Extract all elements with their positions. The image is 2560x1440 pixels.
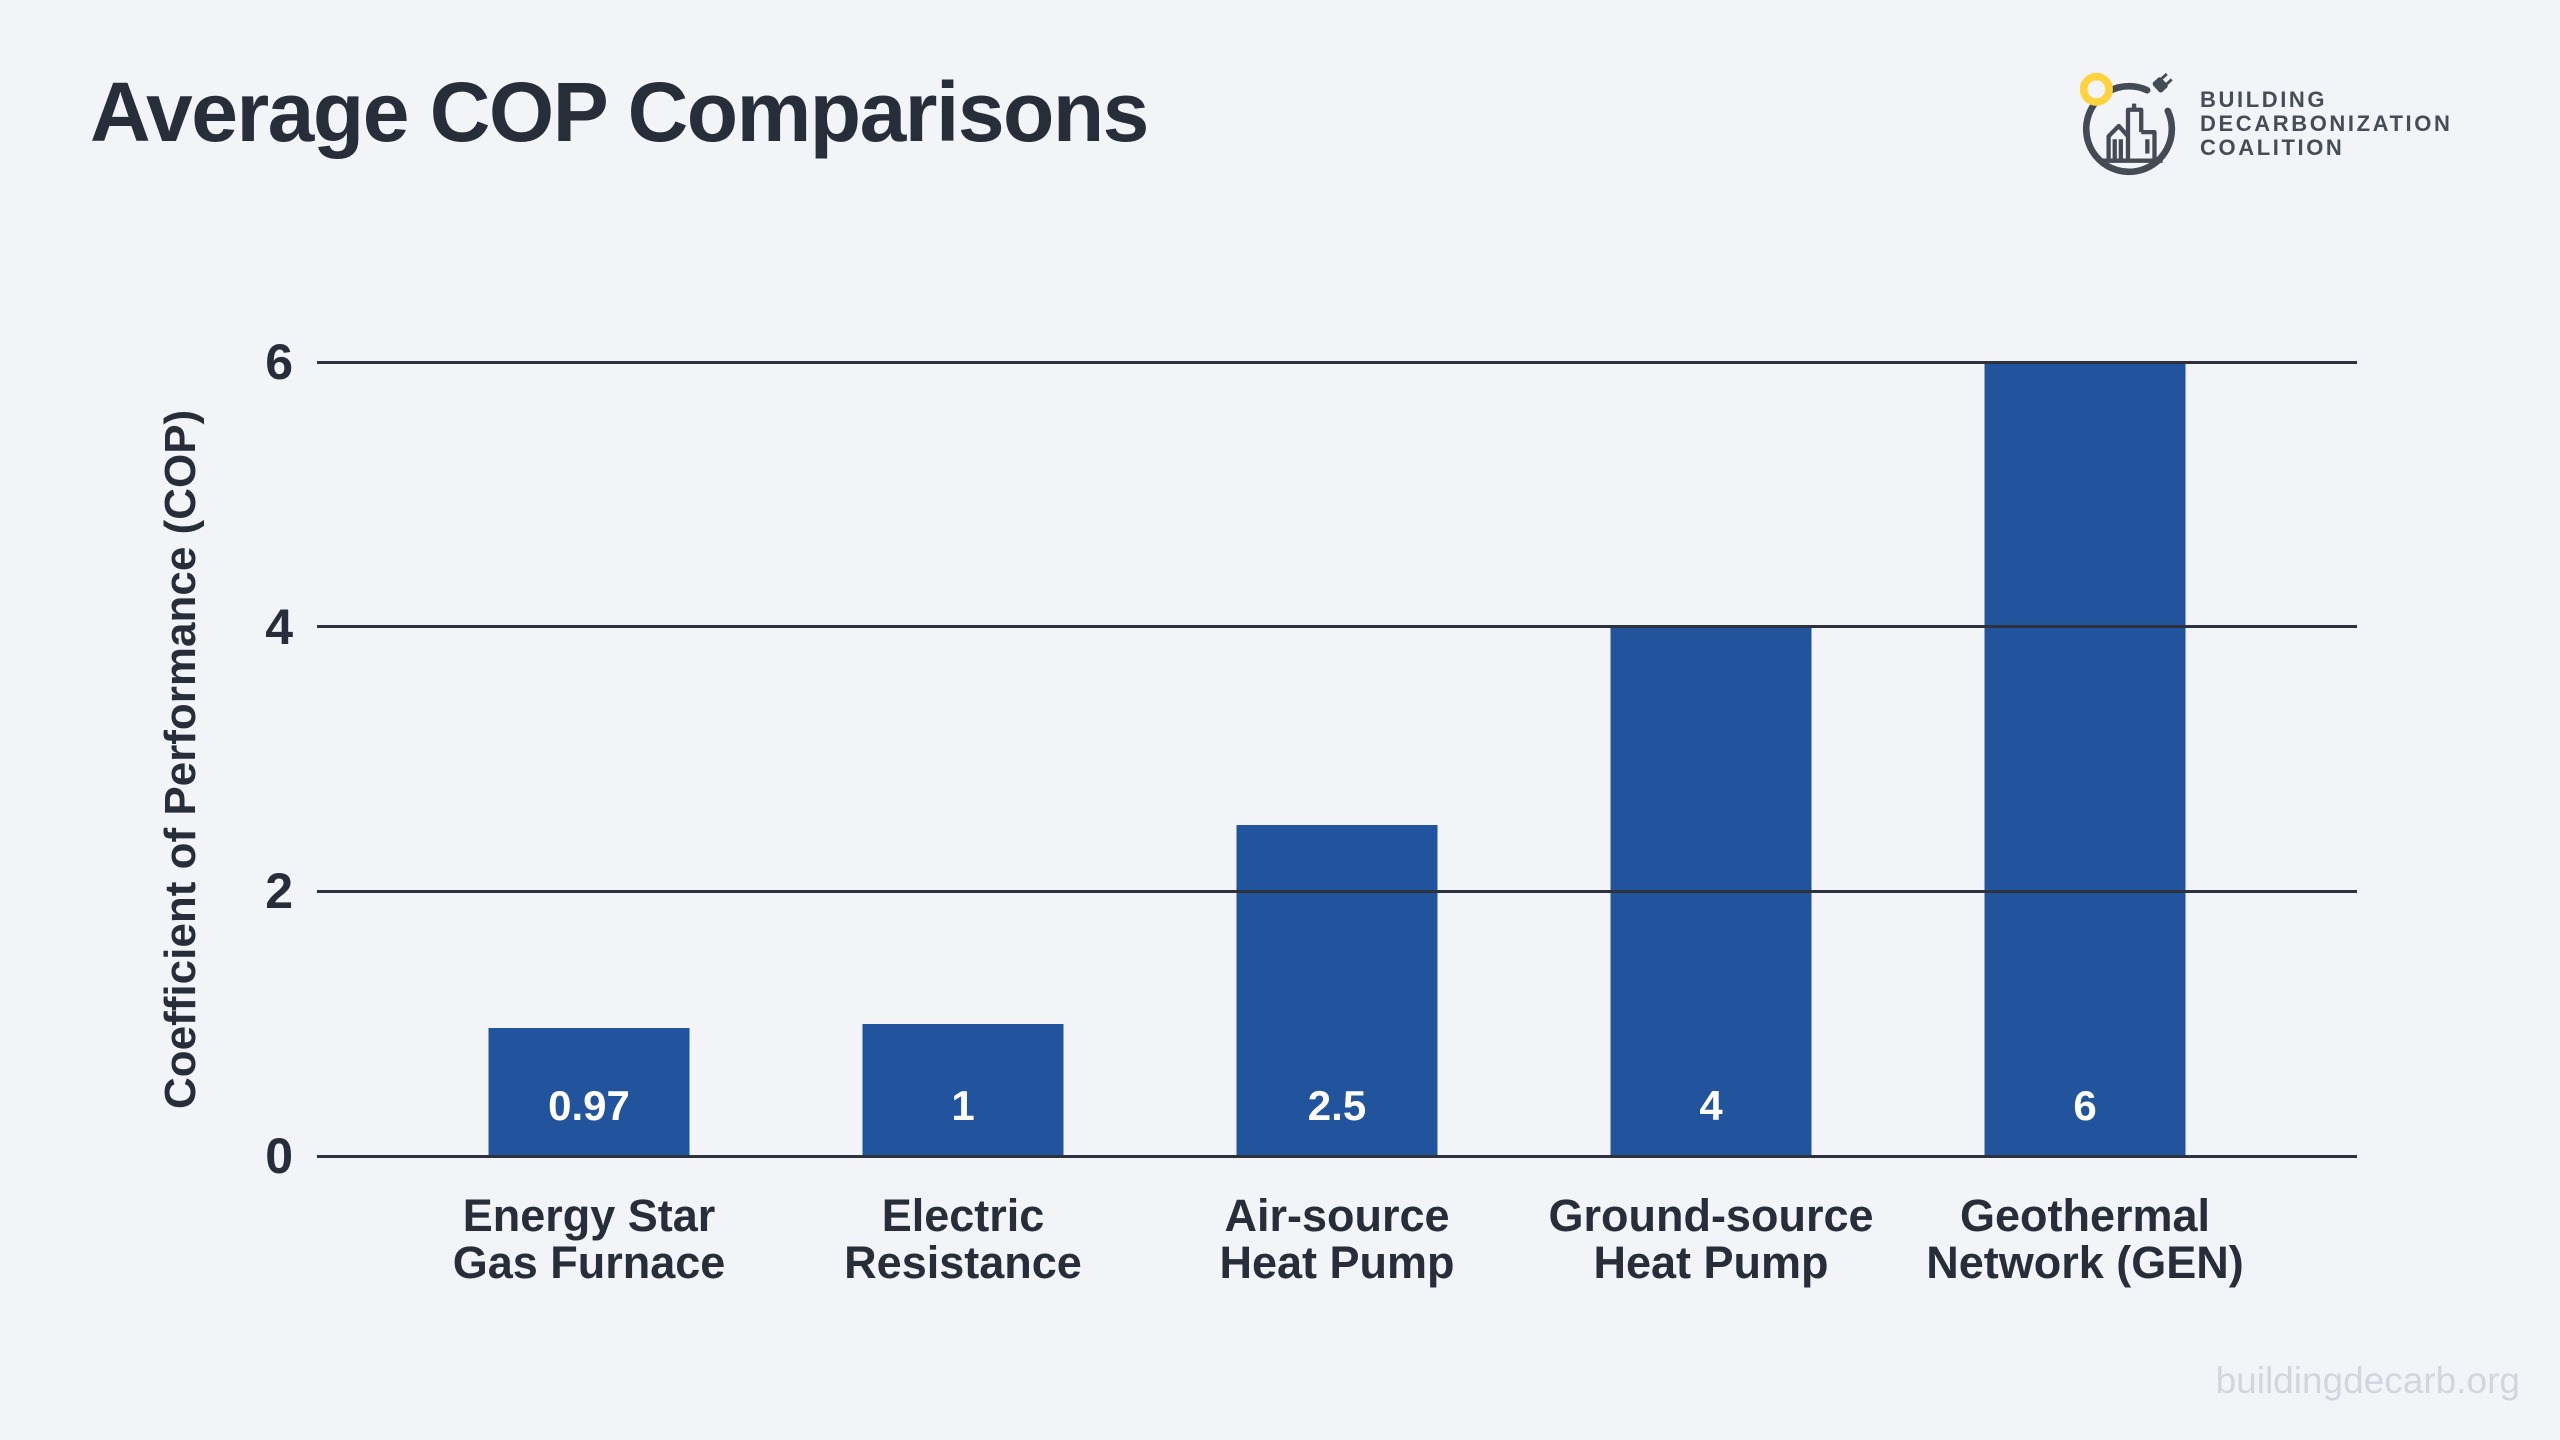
bar: 0.97 <box>488 1027 690 1156</box>
gridline <box>317 360 2357 364</box>
building-decarbonization-logo-icon <box>2079 72 2176 176</box>
bar-value-label: 6 <box>2073 1082 2097 1129</box>
bar: 1 <box>862 1023 1064 1156</box>
logo-wordmark-line2: DECARBONIZATION <box>2200 110 2453 136</box>
gridline <box>317 889 2357 893</box>
logo: BUILDING DECARBONIZATION COALITION <box>2078 72 2452 178</box>
bar-value-label: 1 <box>951 1082 975 1129</box>
bar-column: 4 Ground-source Heat Pump <box>1524 362 1898 1286</box>
logo-wordmark-line3: COALITION <box>2200 134 2345 160</box>
bar-column: 0.97 Energy Star Gas Furnace <box>402 362 776 1286</box>
y-axis-title: Coefficient of Performance (COP) <box>156 409 205 1109</box>
gridlines-layer: 0 2 4 6 <box>265 337 2357 1181</box>
plot-area: 0 2 4 6 0.97 Energy Star Gas Furnace 1 Electri… <box>265 337 2357 1286</box>
y-tick-label: 4 <box>265 598 293 655</box>
bar-column: 1 Electric Resistance <box>776 362 1150 1286</box>
category-label: Electric Resistance <box>844 1190 1082 1289</box>
y-tick-label: 2 <box>265 863 293 920</box>
footer-url: buildingdecarb.org <box>2215 1360 2520 1401</box>
bar: 6 <box>1984 362 2186 1156</box>
logo-wordmark-line1: BUILDING <box>2200 87 2328 112</box>
bar: 2.5 <box>1236 825 1438 1156</box>
y-tick-label: 0 <box>265 1128 293 1184</box>
category-label: Ground-source Heat Pump <box>1548 1190 1874 1289</box>
y-tick-label: 6 <box>265 334 293 390</box>
gridline <box>317 625 2357 629</box>
category-label: Geothermal Network (GEN) <box>1926 1190 2244 1289</box>
bar-column: 2.5 Air-source Heat Pump <box>1150 362 1524 1286</box>
category-label: Air-source Heat Pump <box>1219 1190 1455 1289</box>
category-label: Energy Star Gas Furnace <box>452 1190 726 1289</box>
bar-value-label: 2.5 <box>1307 1082 1367 1129</box>
logo-wordmark: BUILDING DECARBONIZATION COALITION <box>2200 88 2452 160</box>
bar-column: 6 Geothermal Network (GEN) <box>1898 362 2272 1286</box>
bar-value-label: 0.97 <box>548 1082 630 1129</box>
gridline <box>317 1154 2357 1158</box>
bars-layer: 0.97 Energy Star Gas Furnace 1 Electric Res… <box>317 362 2357 1286</box>
bar-value-label: 4 <box>1699 1082 1723 1129</box>
page-title: Average COP Comparisons <box>90 65 1149 159</box>
